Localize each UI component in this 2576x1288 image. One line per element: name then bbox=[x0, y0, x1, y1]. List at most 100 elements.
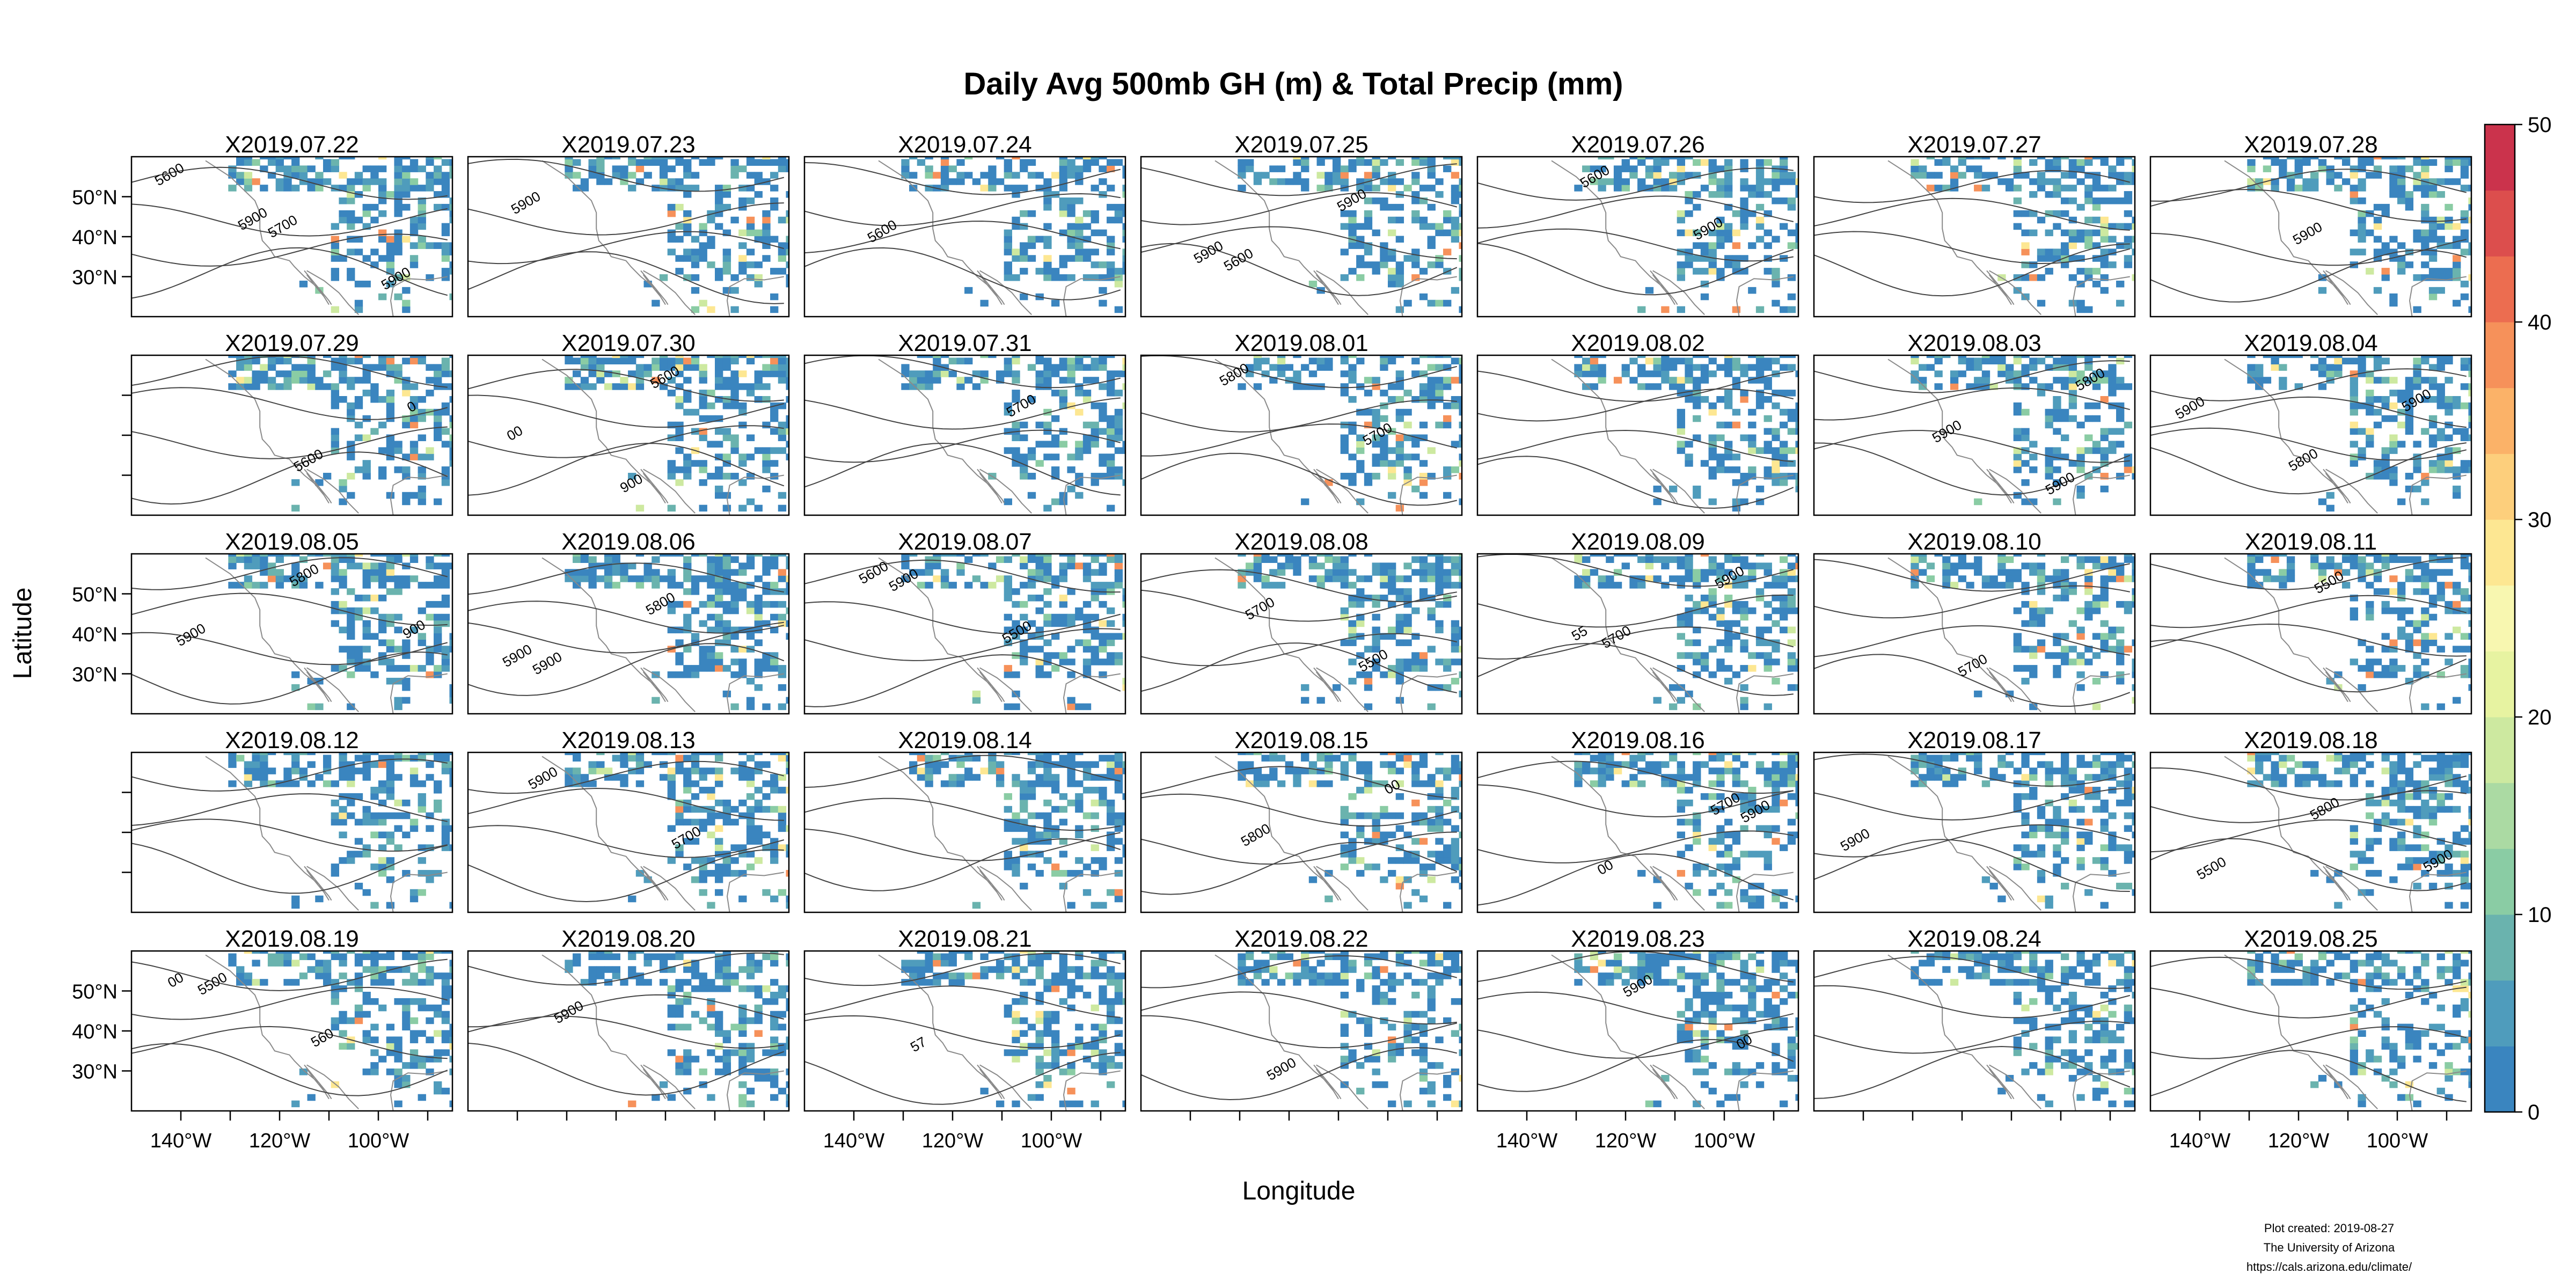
precip-cell bbox=[1035, 554, 1044, 557]
precip-cell bbox=[1293, 569, 1301, 576]
precip-cell bbox=[418, 582, 426, 589]
precip-cell bbox=[1780, 159, 1788, 166]
precip-cell bbox=[580, 185, 589, 192]
precip-cell bbox=[362, 165, 371, 172]
precip-cell bbox=[1926, 157, 1935, 160]
precip-cell bbox=[1403, 658, 1412, 665]
precip-cell bbox=[2397, 185, 2406, 192]
precip-cell bbox=[244, 159, 253, 166]
precip-cell bbox=[1372, 261, 1380, 268]
precip-cell bbox=[449, 447, 452, 454]
precip-cell bbox=[1700, 607, 1709, 614]
precip-cell bbox=[1677, 556, 1685, 563]
precip-cell bbox=[620, 774, 628, 781]
precip-cell bbox=[675, 812, 684, 819]
coastline bbox=[304, 866, 330, 901]
precip-cell bbox=[667, 767, 676, 774]
precip-cell bbox=[2381, 473, 2390, 480]
precip-cell bbox=[612, 355, 620, 358]
precip-cell bbox=[1107, 460, 1115, 467]
precip-cell bbox=[1677, 652, 1685, 659]
precip-cell bbox=[441, 364, 450, 371]
precip-cell bbox=[754, 665, 763, 672]
precip-cell bbox=[683, 364, 692, 371]
precip-cell bbox=[1372, 197, 1380, 204]
precip-cell bbox=[1685, 357, 1693, 364]
precip-cell bbox=[2436, 357, 2445, 364]
precip-cell bbox=[2421, 157, 2429, 160]
precip-cell bbox=[2421, 396, 2429, 403]
precip-cell bbox=[1348, 639, 1357, 646]
precip-cell bbox=[1316, 364, 1325, 371]
precip-cell bbox=[699, 752, 707, 756]
precip-cell bbox=[1067, 210, 1075, 217]
precip-cell bbox=[1966, 357, 1974, 364]
precip-cell bbox=[1795, 479, 1798, 486]
precip-cell bbox=[1372, 601, 1380, 608]
precip-cell bbox=[1958, 562, 1966, 569]
precip-cell bbox=[1012, 774, 1020, 781]
precip-cell bbox=[2468, 159, 2471, 166]
precip-cell bbox=[2076, 466, 2085, 473]
precip-cell bbox=[2263, 575, 2272, 582]
precip-cell bbox=[2310, 364, 2319, 371]
precip-cell bbox=[1114, 569, 1123, 576]
precip-cell bbox=[370, 165, 379, 172]
precip-cell bbox=[1693, 396, 1701, 403]
precip-cell bbox=[652, 357, 660, 364]
precip-cell bbox=[1780, 390, 1788, 397]
precip-cell bbox=[754, 607, 763, 614]
precip-cell bbox=[402, 390, 411, 397]
precip-cell bbox=[715, 357, 723, 364]
precip-cell bbox=[1590, 355, 1599, 358]
precip-cell bbox=[1582, 582, 1591, 589]
precip-cell bbox=[2350, 185, 2358, 192]
coastline bbox=[1986, 667, 2012, 702]
precip-cell bbox=[1740, 607, 1748, 614]
precip-cell bbox=[1755, 370, 1765, 377]
precip-cell bbox=[1253, 355, 1262, 358]
precip-cell bbox=[1411, 274, 1420, 281]
precip-cell bbox=[1411, 157, 1420, 160]
precip-cell bbox=[699, 646, 707, 653]
coastline bbox=[2325, 667, 2378, 712]
precip-cell bbox=[418, 492, 426, 499]
precip-cell bbox=[434, 421, 442, 429]
precip-cell bbox=[1716, 191, 1725, 198]
precip-cell bbox=[1082, 569, 1092, 576]
precip-cell bbox=[2263, 569, 2272, 576]
precip-cell bbox=[2116, 159, 2125, 166]
precip-cell bbox=[449, 690, 452, 698]
precip-cell bbox=[762, 223, 771, 230]
precip-cell bbox=[2341, 554, 2351, 557]
precip-cell bbox=[2310, 178, 2319, 185]
precip-cell bbox=[1732, 453, 1741, 460]
precip-cell bbox=[331, 562, 339, 569]
precip-cell bbox=[1590, 178, 1599, 185]
precip-cell bbox=[2373, 460, 2382, 467]
precip-cell bbox=[1435, 556, 1444, 563]
precip-cell bbox=[1419, 588, 1428, 595]
precip-cell bbox=[754, 601, 763, 608]
precip-cell bbox=[1012, 601, 1020, 608]
precip-cell bbox=[1997, 355, 2006, 358]
precip-cell bbox=[323, 159, 332, 166]
precip-cell bbox=[2029, 453, 2038, 460]
precip-cell bbox=[770, 364, 779, 371]
precip-cell bbox=[2350, 191, 2358, 198]
precip-cell bbox=[1020, 799, 1028, 807]
precip-cell bbox=[1107, 185, 1115, 192]
precip-cell bbox=[315, 582, 324, 589]
precip-cell bbox=[762, 780, 771, 787]
precip-cell bbox=[1122, 613, 1125, 621]
contour-label: 5900 bbox=[173, 620, 208, 649]
precip-cell bbox=[1716, 466, 1725, 473]
height-contour bbox=[804, 162, 1121, 195]
precip-cell bbox=[917, 383, 926, 390]
precip-cell bbox=[956, 780, 965, 787]
precip-cell bbox=[1911, 165, 1919, 172]
precip-cell bbox=[2013, 466, 2022, 473]
precip-cell bbox=[1787, 293, 1796, 301]
